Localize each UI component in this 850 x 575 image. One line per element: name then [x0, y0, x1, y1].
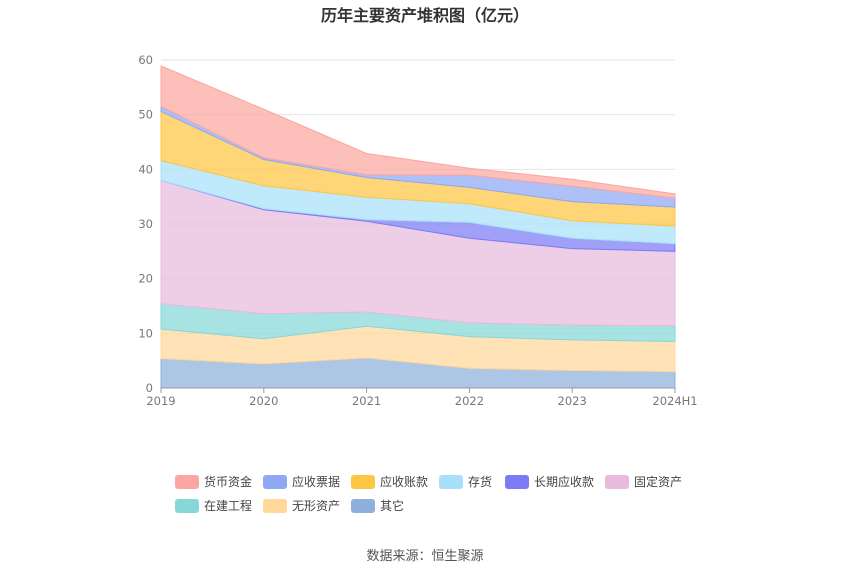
- x-tick-label: 2023: [558, 394, 587, 408]
- area-series: [160, 65, 676, 199]
- legend-label: 其它: [380, 498, 404, 513]
- y-tick-label: 30: [138, 217, 153, 231]
- legend-swatch: [351, 475, 375, 489]
- legend-label: 无形资产: [292, 499, 340, 513]
- legend-label: 应收票据: [292, 474, 340, 489]
- legend-label: 存货: [468, 474, 492, 489]
- x-tick-label: 2022: [455, 394, 484, 408]
- legend-swatch: [263, 475, 287, 489]
- legend-label: 固定资产: [634, 474, 682, 489]
- legend-swatch: [605, 475, 629, 489]
- legend-swatch: [263, 499, 287, 513]
- legend-label: 在建工程: [204, 498, 252, 513]
- legend-swatch: [175, 499, 199, 513]
- data-source: 数据来源：恒生聚源: [366, 549, 484, 564]
- legend-swatch: [439, 475, 463, 489]
- legend-label: 应收账款: [380, 474, 428, 489]
- y-tick-label: 10: [138, 326, 153, 340]
- y-tick-label: 60: [138, 53, 153, 67]
- x-tick-label: 2024H1: [652, 394, 697, 408]
- x-tick-label: 2019: [146, 394, 175, 408]
- y-tick-label: 0: [146, 381, 153, 395]
- legend-swatch: [505, 475, 529, 489]
- legend-swatch: [175, 475, 199, 489]
- x-tick-label: 2020: [249, 394, 278, 408]
- y-tick-label: 50: [138, 108, 153, 122]
- legend-label: 货币资金: [204, 474, 252, 489]
- legend-label: 长期应收款: [534, 474, 594, 489]
- legend-swatch: [351, 499, 375, 513]
- chart-title: 历年主要资产堆积图（亿元）: [320, 6, 529, 25]
- y-tick-label: 20: [138, 272, 153, 286]
- x-tick-label: 2021: [352, 394, 381, 408]
- y-tick-label: 40: [138, 162, 153, 176]
